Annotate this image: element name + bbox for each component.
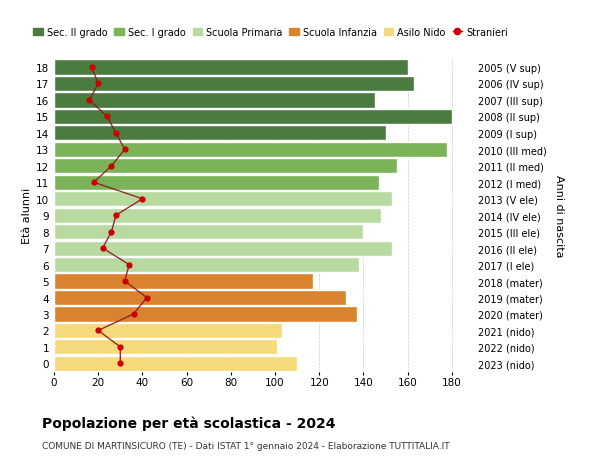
- Y-axis label: Età alunni: Età alunni: [22, 188, 32, 244]
- Bar: [54, 77, 415, 92]
- Bar: [54, 274, 313, 289]
- Bar: [54, 340, 277, 355]
- Bar: [54, 110, 452, 125]
- Text: Popolazione per età scolastica - 2024: Popolazione per età scolastica - 2024: [42, 415, 335, 430]
- Bar: [54, 142, 448, 157]
- Bar: [54, 60, 407, 75]
- Bar: [54, 224, 364, 240]
- Bar: [54, 307, 357, 322]
- Bar: [54, 323, 281, 338]
- Bar: [54, 290, 346, 305]
- Legend: Sec. II grado, Sec. I grado, Scuola Primaria, Scuola Infanzia, Asilo Nido, Stran: Sec. II grado, Sec. I grado, Scuola Prim…: [29, 24, 512, 42]
- Bar: [54, 356, 297, 371]
- Text: COMUNE DI MARTINSICURO (TE) - Dati ISTAT 1° gennaio 2024 - Elaborazione TUTTITAL: COMUNE DI MARTINSICURO (TE) - Dati ISTAT…: [42, 441, 449, 450]
- Bar: [54, 208, 381, 223]
- Bar: [54, 241, 392, 256]
- Bar: [54, 257, 359, 273]
- Y-axis label: Anni di nascita: Anni di nascita: [554, 174, 563, 257]
- Bar: [54, 175, 379, 190]
- Bar: [54, 159, 397, 174]
- Bar: [54, 126, 386, 141]
- Bar: [54, 93, 374, 108]
- Bar: [54, 192, 392, 207]
